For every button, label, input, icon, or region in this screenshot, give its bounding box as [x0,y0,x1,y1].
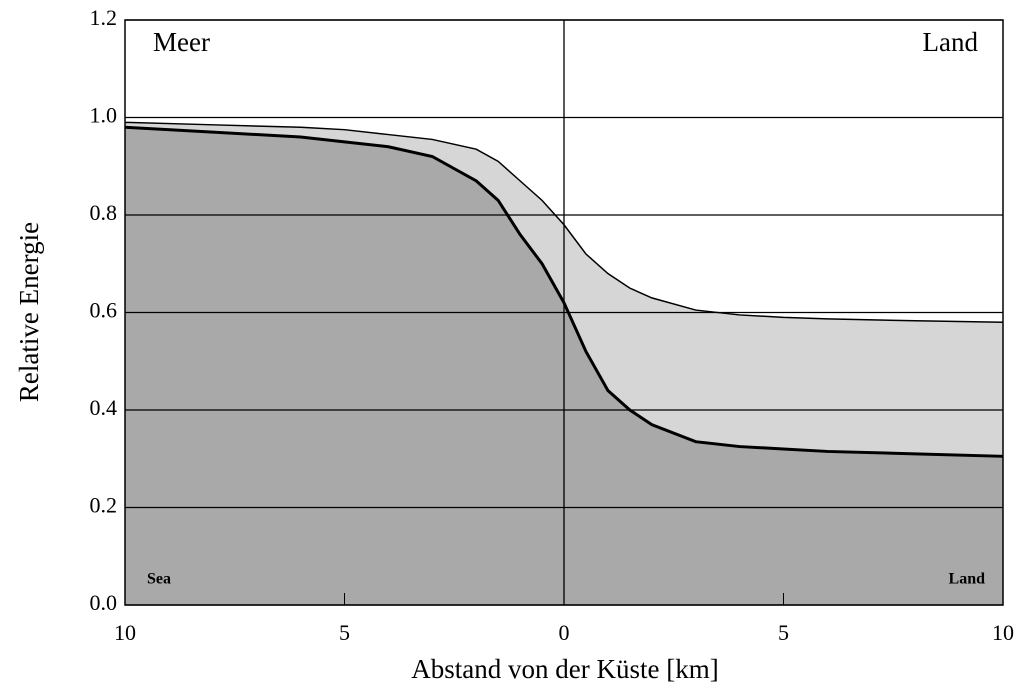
y-axis-label: Relative Energie [14,222,44,402]
x-tick-label: 5 [339,620,350,645]
x-tick-label: 0 [559,620,570,645]
x-tick-label: 10 [114,620,136,645]
y-tick-label: 1.0 [90,103,118,128]
annotation: Sea [147,571,171,588]
y-tick-label: 0.6 [90,298,118,323]
x-tick-label: 5 [778,620,789,645]
y-tick-label: 0.2 [90,493,118,518]
y-tick-label: 0.0 [90,590,118,615]
y-tick-label: 0.4 [90,395,118,420]
plot-frame [124,19,1004,606]
annotation: Land [923,27,979,57]
x-axis-label: Abstand von der Küste [km] [411,654,718,684]
annotation: Land [949,571,986,588]
y-tick-label: 1.2 [90,5,118,30]
x-tick-label: 10 [992,620,1014,645]
y-tick-label: 0.8 [90,200,118,225]
annotation: Meer [153,27,210,57]
